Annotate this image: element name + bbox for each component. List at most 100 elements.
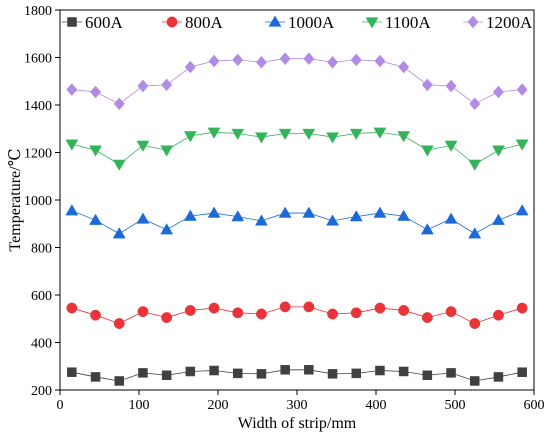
data-point	[492, 213, 505, 225]
x-tick-label: 600	[524, 398, 545, 413]
x-axis-title: Width of strip/mm	[238, 415, 357, 432]
series-1000A	[65, 204, 529, 239]
legend-marker	[467, 15, 479, 29]
data-point	[183, 209, 197, 221]
data-point	[233, 368, 243, 379]
data-point	[89, 145, 102, 157]
data-point	[90, 309, 102, 321]
data-point	[351, 368, 361, 379]
data-point	[422, 370, 433, 381]
data-point	[516, 302, 528, 314]
data-point	[208, 54, 220, 68]
data-point	[327, 369, 338, 379]
data-point	[184, 60, 196, 74]
data-point	[350, 53, 362, 67]
data-point	[113, 97, 125, 111]
data-point	[112, 159, 126, 171]
legend-item: 600A	[62, 13, 124, 32]
data-point	[89, 213, 102, 225]
data-point	[515, 139, 529, 151]
data-point	[303, 52, 315, 66]
data-point	[232, 53, 244, 67]
legend-item: 1000A	[265, 13, 335, 32]
data-point	[469, 318, 481, 329]
data-point	[470, 376, 480, 386]
y-axis: 200 400 600 800 1000 1200 1400 1600 1800	[24, 4, 60, 399]
data-point	[207, 127, 221, 139]
x-tick-label: 300	[287, 398, 308, 413]
data-point	[445, 79, 457, 93]
data-point	[231, 210, 245, 222]
y-tick-label: 1800	[24, 4, 52, 19]
legend-label: 1100A	[385, 13, 431, 32]
legend-marker	[365, 17, 379, 29]
y-axis-title: Temperature/℃	[7, 149, 24, 252]
plot-frame	[59, 9, 535, 391]
data-point	[161, 370, 172, 381]
data-point	[232, 307, 244, 319]
legend-label: 1200A	[486, 13, 533, 32]
y-tick-label: 1400	[24, 99, 52, 114]
legend-label: 1000A	[288, 13, 335, 32]
data-point	[303, 301, 315, 313]
data-point	[114, 376, 124, 386]
data-point	[66, 83, 78, 96]
x-tick-label: 0	[57, 398, 64, 413]
data-point	[492, 85, 504, 99]
x-tick-label: 500	[445, 398, 466, 413]
y-tick-label: 600	[31, 289, 52, 304]
data-point	[138, 368, 148, 378]
legend-marker	[166, 16, 178, 28]
data-point	[493, 372, 504, 382]
data-point	[469, 97, 481, 111]
data-point	[302, 206, 316, 218]
y-tick-label: 800	[31, 242, 52, 257]
data-point	[256, 369, 267, 379]
data-point	[161, 78, 173, 92]
data-point	[66, 302, 78, 314]
data-point	[444, 212, 458, 224]
series-layer	[65, 52, 529, 386]
series-line	[71, 58, 523, 105]
legend-item: 1200A	[463, 13, 533, 32]
data-point	[516, 83, 528, 96]
x-tick-label: 200	[208, 398, 229, 413]
y-tick-label: 400	[31, 337, 52, 352]
data-point	[515, 204, 529, 216]
y-tick-label: 1600	[24, 52, 52, 67]
data-point	[397, 209, 411, 221]
data-point	[398, 366, 409, 377]
series-1100A	[65, 127, 529, 171]
data-point	[421, 78, 433, 92]
data-point	[421, 312, 433, 324]
data-point	[185, 366, 196, 377]
data-point	[420, 223, 434, 235]
data-point	[373, 127, 387, 139]
data-point	[349, 128, 363, 141]
data-point	[374, 54, 386, 68]
data-point	[160, 223, 174, 235]
data-point	[350, 307, 362, 319]
data-point	[398, 60, 410, 74]
data-point	[349, 210, 363, 222]
legend-item: 800A	[162, 13, 224, 32]
data-point	[90, 85, 102, 99]
data-point	[517, 367, 527, 377]
data-point	[280, 365, 290, 375]
legend-item: 1100A	[362, 13, 431, 32]
series-600A	[67, 365, 527, 386]
data-point	[278, 128, 292, 141]
data-point	[375, 365, 385, 376]
series-1200A	[66, 52, 528, 111]
data-point	[256, 308, 267, 320]
data-point	[327, 55, 339, 69]
data-point	[493, 309, 504, 321]
data-point	[444, 140, 458, 152]
y-tick-label: 200	[31, 384, 52, 399]
data-point	[160, 145, 174, 157]
y-tick-label: 1200	[24, 147, 52, 162]
data-point	[278, 206, 292, 218]
data-point	[255, 55, 267, 69]
x-axis: 0 100 200 300 400 500 600	[57, 390, 545, 413]
data-point	[231, 128, 245, 141]
